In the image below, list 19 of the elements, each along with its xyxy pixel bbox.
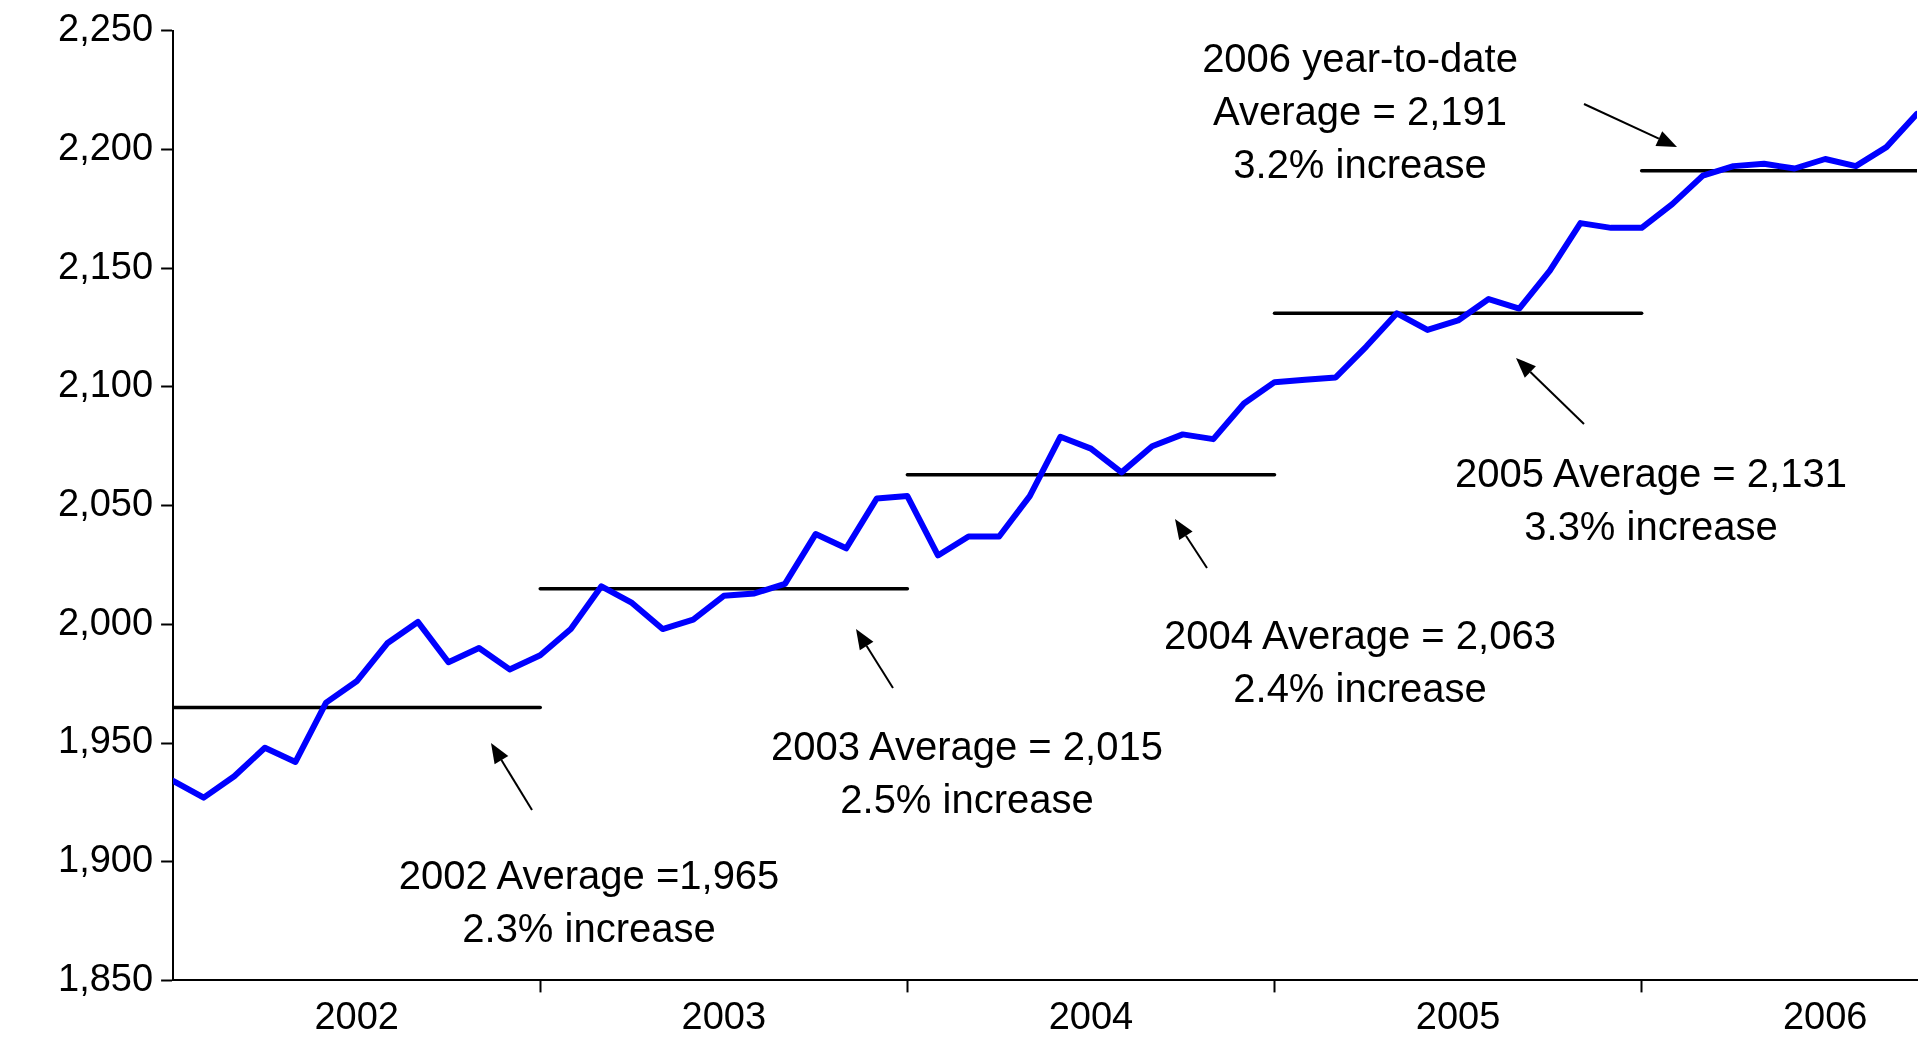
y-tick-label: 1,900 <box>58 838 154 881</box>
annotation: 2002 Average =1,965 2.3% increase <box>398 853 780 951</box>
x-tick-label: 2005 <box>1415 994 1501 1037</box>
y-tick-label: 2,050 <box>58 482 154 525</box>
y-tick-label: 2,000 <box>58 600 154 643</box>
y-tick-label: 1,850 <box>58 956 154 999</box>
y-tick-label: 1,950 <box>58 719 154 762</box>
x-tick-label: 2002 <box>314 994 399 1037</box>
y-tick-label: 2,200 <box>58 125 154 168</box>
y-tick-label: 2,150 <box>58 244 154 287</box>
x-tick-label: 2003 <box>681 994 767 1037</box>
x-tick-label: 2006 <box>1782 994 1868 1037</box>
y-tick-label: 2,250 <box>58 7 154 50</box>
x-tick-label: 2004 <box>1048 994 1134 1037</box>
annotation: 2003 Average = 2,015 2.5% increase <box>771 724 1163 822</box>
annotation: 2004 Average = 2,063 2.4% increase <box>1164 613 1556 711</box>
annotation: 2005 Average = 2,131 3.3% increase <box>1455 451 1847 549</box>
annotation: 2006 year-to-date Average = 2,191 3.2% increase <box>1202 36 1518 187</box>
y-tick-label: 2,100 <box>58 363 154 406</box>
